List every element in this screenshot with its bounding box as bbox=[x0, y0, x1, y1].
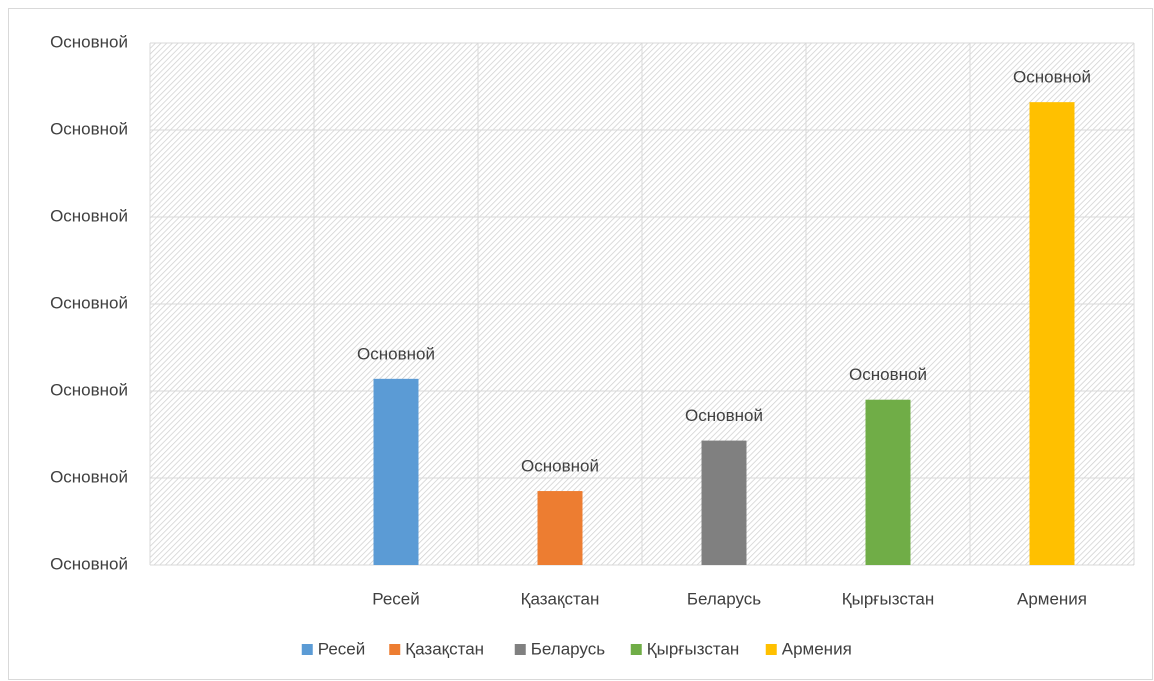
legend-label: Қырғызстан bbox=[647, 639, 740, 658]
x-tick-label: Ресей bbox=[372, 589, 420, 608]
x-tick-label: Қырғызстан bbox=[842, 589, 935, 608]
data-label: Основной bbox=[1013, 68, 1091, 87]
legend-label: Беларусь bbox=[531, 639, 605, 658]
legend-swatch bbox=[765, 644, 777, 655]
x-tick-label: Қазақстан bbox=[521, 589, 600, 608]
y-tick-label: Основной bbox=[50, 32, 128, 51]
legend-label: Ресей bbox=[318, 639, 366, 658]
data-label: Основной bbox=[685, 406, 763, 425]
data-label: Основной bbox=[521, 457, 599, 476]
legend-swatch bbox=[301, 644, 313, 655]
bar bbox=[1029, 102, 1075, 565]
legend-label: Армения bbox=[782, 639, 852, 658]
y-tick-label: Основной bbox=[50, 206, 128, 225]
bar bbox=[537, 491, 583, 565]
y-tick-label: Основной bbox=[50, 467, 128, 486]
data-label: Основной bbox=[849, 365, 927, 384]
y-tick-label: Основной bbox=[50, 380, 128, 399]
legend-swatch bbox=[514, 644, 526, 655]
legend-label: Қазақстан bbox=[405, 639, 484, 658]
legend-swatch bbox=[630, 644, 642, 655]
y-tick-label: Основной bbox=[50, 119, 128, 138]
x-tick-label: Беларусь bbox=[687, 589, 761, 608]
bar bbox=[701, 440, 747, 565]
y-tick-label: Основной bbox=[50, 293, 128, 312]
y-tick-label: Основной bbox=[50, 554, 128, 573]
bar bbox=[865, 399, 911, 565]
legend-swatch bbox=[389, 644, 401, 655]
data-label: Основной bbox=[357, 344, 435, 363]
x-tick-label: Армения bbox=[1017, 589, 1087, 608]
bar bbox=[373, 378, 419, 565]
